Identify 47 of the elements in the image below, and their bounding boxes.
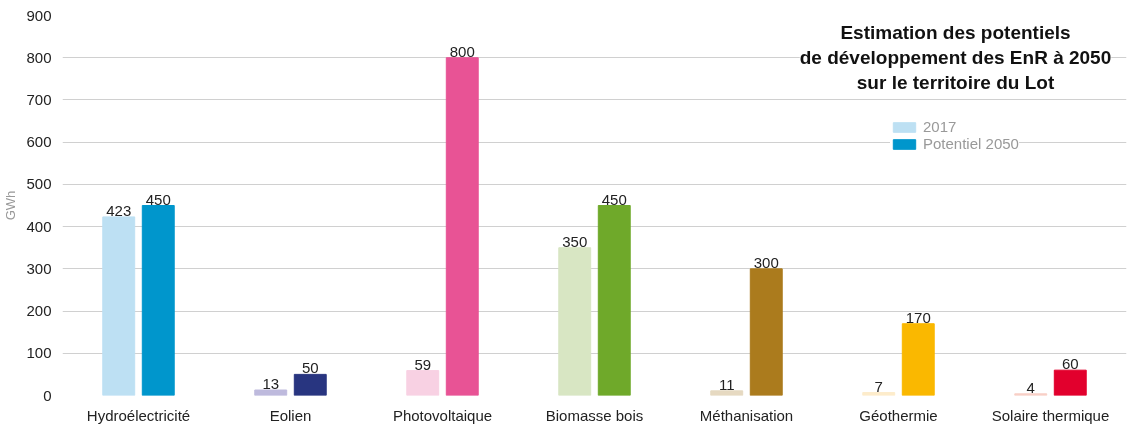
bar — [558, 247, 592, 396]
x-tick-label: Hydroélectricité — [86, 406, 191, 424]
data-label: 60 — [1061, 355, 1079, 373]
y-tick-label: 900 — [26, 6, 52, 24]
data-label: 11 — [718, 375, 735, 393]
data-label: 7 — [874, 377, 883, 395]
x-tick-label: Biomasse bois — [545, 406, 644, 424]
legend-label: Potentiel 2050 — [923, 135, 1019, 152]
data-label: 800 — [449, 42, 475, 60]
y-tick-label: 500 — [26, 175, 52, 193]
data-label: 13 — [262, 375, 280, 393]
bar — [254, 389, 288, 396]
y-tick-label: 600 — [26, 133, 52, 151]
bar — [141, 205, 175, 396]
bar — [102, 216, 136, 396]
data-label: 350 — [562, 232, 588, 250]
data-label: 50 — [301, 359, 319, 377]
x-tick-label: Solaire thermique — [991, 406, 1110, 424]
y-tick-label: 100 — [26, 344, 52, 362]
y-tick-label: 300 — [26, 259, 52, 277]
bar — [597, 205, 631, 396]
bar — [1053, 369, 1087, 396]
x-tick-label: Eolien — [269, 406, 312, 424]
x-tick-label: Géothermie — [859, 406, 938, 424]
y-tick-label: 0 — [43, 386, 52, 404]
bar — [710, 390, 744, 396]
data-label: 450 — [145, 190, 171, 208]
data-label: 300 — [753, 253, 779, 271]
x-tick-label: Méthanisation — [699, 406, 794, 424]
y-tick-label: 700 — [26, 90, 52, 108]
bar — [901, 323, 935, 396]
bar — [406, 370, 440, 396]
bar — [749, 268, 783, 396]
bar — [293, 373, 327, 396]
data-label: 170 — [905, 308, 931, 326]
data-label: 450 — [601, 190, 627, 208]
x-tick-label: Photovoltaique — [392, 406, 493, 424]
y-axis-title: GWh — [3, 190, 19, 221]
legend-label: 2017 — [923, 118, 957, 135]
data-label: 59 — [414, 355, 432, 373]
y-tick-label: 400 — [26, 217, 52, 235]
data-label: 423 — [106, 201, 132, 219]
data-label: 4 — [1026, 378, 1035, 396]
y-tick-label: 800 — [26, 48, 52, 66]
bar — [445, 57, 479, 396]
text: Estimation des potentiels de développement des EnR à 2050 sur le territoire du Lot — [799, 21, 1112, 93]
y-tick-label: 200 — [26, 302, 52, 320]
